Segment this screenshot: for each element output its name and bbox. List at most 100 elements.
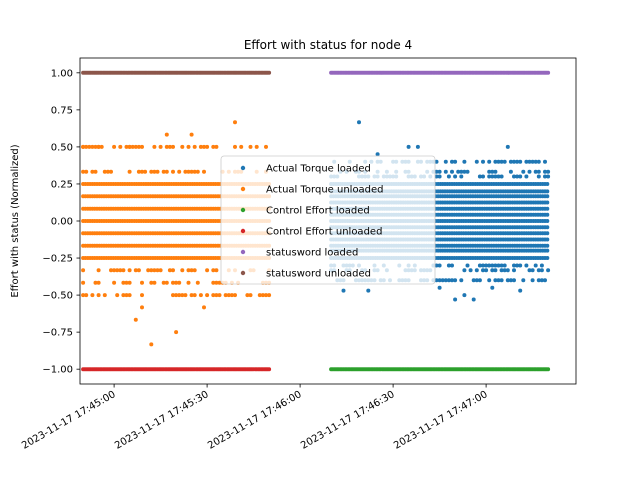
data-point	[214, 280, 219, 285]
data-point	[505, 144, 510, 149]
data-point	[205, 268, 210, 273]
data-point	[446, 263, 451, 268]
y-tick-label: 0.75	[51, 105, 73, 116]
series-3	[81, 367, 272, 372]
data-point	[471, 297, 476, 302]
data-point	[512, 174, 516, 179]
legend-marker	[240, 165, 246, 171]
data-point	[527, 169, 532, 174]
legend-label: Control Effort loaded	[266, 206, 370, 217]
data-point	[202, 169, 206, 174]
data-point	[189, 169, 194, 174]
data-point	[545, 212, 550, 217]
data-point	[186, 268, 191, 273]
data-point	[164, 144, 169, 149]
data-point	[217, 293, 222, 298]
data-point	[118, 144, 123, 149]
data-point	[539, 278, 544, 283]
legend-label: Actual Torque unloaded	[266, 185, 384, 196]
data-point	[545, 256, 550, 260]
data-point	[121, 280, 126, 285]
data-point	[502, 263, 507, 268]
y-tick-label: 1.00	[51, 68, 73, 79]
data-point	[493, 263, 498, 268]
data-point	[202, 305, 206, 310]
data-point	[124, 293, 129, 298]
data-point	[499, 268, 504, 273]
data-point	[149, 342, 154, 347]
series-4	[329, 70, 551, 75]
data-point	[171, 280, 175, 285]
data-point	[474, 159, 479, 164]
data-point	[505, 278, 510, 283]
data-point	[171, 268, 175, 273]
data-point	[437, 285, 442, 290]
data-point	[341, 288, 346, 293]
data-point	[524, 159, 529, 164]
data-point	[450, 159, 454, 164]
data-point	[437, 174, 442, 179]
data-point	[546, 174, 551, 179]
data-point	[536, 268, 541, 273]
data-point	[180, 268, 185, 273]
data-point	[546, 367, 551, 372]
data-point	[539, 263, 544, 268]
data-point	[545, 243, 550, 248]
data-point	[543, 174, 547, 179]
series-5	[81, 70, 272, 75]
data-point	[174, 293, 179, 298]
data-point	[434, 159, 439, 164]
data-point	[508, 278, 513, 283]
data-point	[545, 225, 550, 230]
data-point	[545, 231, 550, 236]
y-tick-label: 0.00	[51, 217, 73, 228]
data-point	[93, 280, 98, 285]
data-point	[493, 174, 498, 179]
data-point	[90, 169, 95, 174]
data-point	[239, 144, 244, 149]
data-point	[545, 219, 550, 223]
data-point	[443, 169, 448, 174]
data-point	[186, 280, 191, 285]
data-point	[177, 280, 182, 285]
data-point	[186, 144, 191, 149]
data-point	[434, 169, 439, 174]
data-point	[136, 169, 141, 174]
data-point	[468, 268, 473, 273]
data-point	[434, 278, 439, 283]
data-point	[81, 280, 86, 285]
data-point	[462, 268, 467, 273]
plot-area	[81, 70, 551, 372]
data-point	[254, 144, 259, 149]
data-point	[512, 263, 516, 268]
data-point	[149, 280, 154, 285]
data-point	[446, 174, 451, 179]
data-point	[518, 174, 523, 179]
data-point	[189, 268, 194, 273]
data-point	[521, 169, 526, 174]
data-point	[527, 268, 532, 273]
data-point	[186, 169, 191, 174]
data-point	[437, 263, 442, 268]
data-point	[140, 144, 144, 149]
data-point	[152, 144, 157, 149]
data-point	[161, 169, 166, 174]
data-point	[264, 293, 268, 298]
data-point	[223, 293, 228, 298]
data-point	[545, 182, 550, 186]
data-point	[115, 268, 120, 273]
data-point	[545, 237, 550, 242]
data-point	[183, 169, 188, 174]
data-point	[127, 169, 132, 174]
data-point	[96, 293, 101, 298]
data-point	[102, 169, 107, 174]
data-point	[450, 278, 454, 283]
data-point	[81, 268, 86, 273]
data-point	[109, 268, 113, 273]
data-point	[453, 159, 458, 164]
data-point	[434, 263, 439, 268]
data-point	[121, 268, 126, 273]
data-point	[530, 268, 535, 273]
data-point	[233, 293, 237, 298]
